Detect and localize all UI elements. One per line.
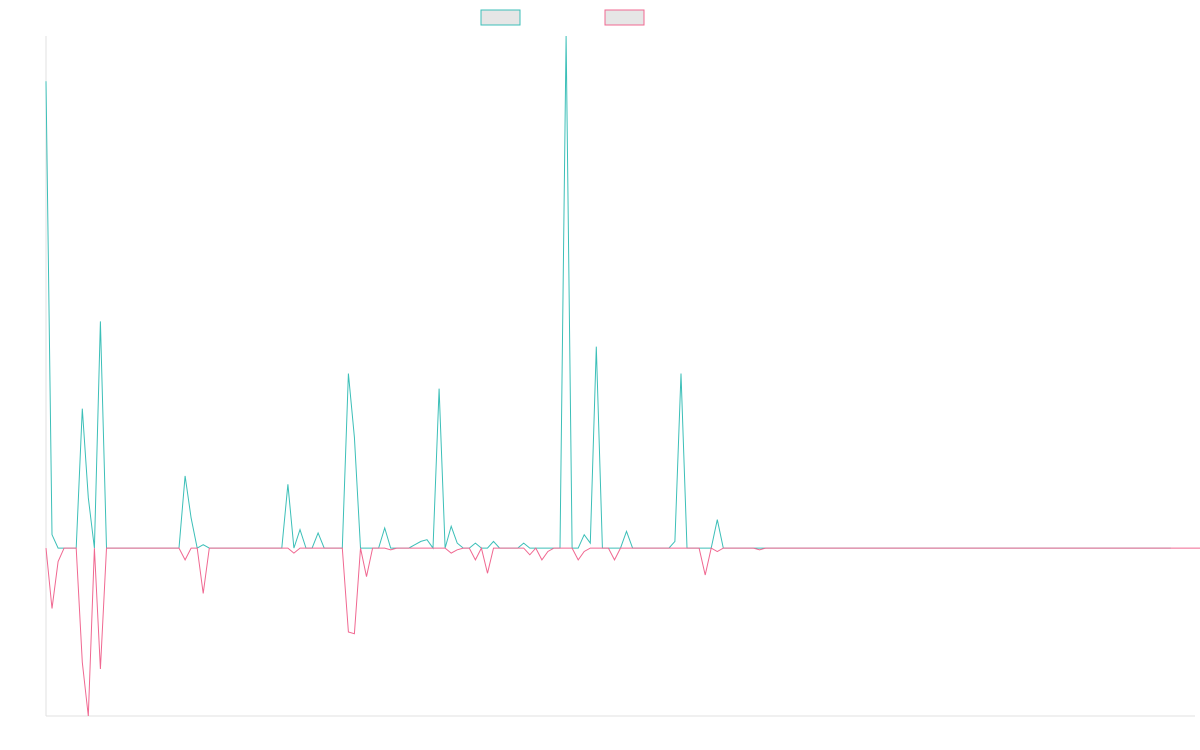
series-line-2 xyxy=(45,546,1200,717)
legend-swatch-1[interactable] xyxy=(480,9,521,26)
legend xyxy=(480,9,645,26)
series-line-1 xyxy=(45,35,1171,550)
axes xyxy=(45,36,1195,717)
legend-swatch-2[interactable] xyxy=(604,9,645,26)
series-group xyxy=(45,35,1200,717)
